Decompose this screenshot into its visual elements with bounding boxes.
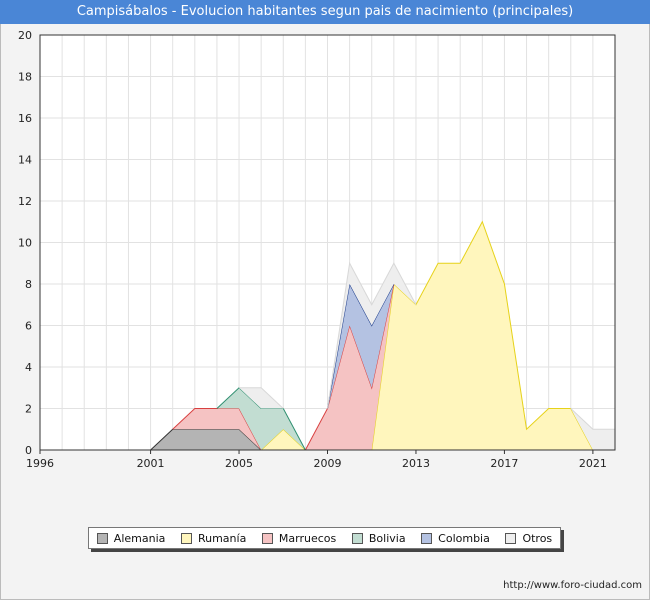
x-tick-label: 2013 xyxy=(402,457,430,470)
legend-swatch xyxy=(180,532,192,544)
area-rumania xyxy=(150,221,615,450)
legend-label: Bolivia xyxy=(368,531,406,545)
y-tick-label: 20 xyxy=(18,29,32,42)
legend-label: Alemania xyxy=(113,531,166,545)
legend: Alemania Rumanía Marruecos Bolivia Colombia O… xyxy=(88,527,561,549)
area-alemania xyxy=(150,429,615,450)
x-tick-label: 2009 xyxy=(314,457,342,470)
y-tick-label: 2 xyxy=(25,403,32,416)
legend-label: Otros xyxy=(522,531,553,545)
y-tick-label: 14 xyxy=(18,154,32,167)
y-tick-label: 6 xyxy=(25,320,32,333)
y-tick-label: 16 xyxy=(18,112,32,125)
y-tick-label: 4 xyxy=(25,361,32,374)
legend-label: Marruecos xyxy=(278,531,337,545)
legend-swatch xyxy=(96,532,108,544)
x-tick-label: 1996 xyxy=(26,457,54,470)
x-tick-label: 2017 xyxy=(490,457,518,470)
legend-swatch xyxy=(261,532,273,544)
x-tick-label: 2005 xyxy=(225,457,253,470)
legend-item-marruecos: Marruecos xyxy=(261,531,337,545)
legend-item-rumania: Rumanía xyxy=(180,531,247,545)
y-tick-label: 8 xyxy=(25,278,32,291)
chart-title: Campisábalos - Evolucion habitantes segu… xyxy=(0,0,650,24)
x-tick-label: 2021 xyxy=(579,457,607,470)
legend-swatch xyxy=(421,532,433,544)
legend-item-bolivia: Bolivia xyxy=(351,531,406,545)
legend-item-alemania: Alemania xyxy=(96,531,166,545)
legend-item-colombia: Colombia xyxy=(421,532,490,545)
legend-label: Colombia xyxy=(438,531,490,545)
legend-label: Rumanía xyxy=(197,531,247,545)
y-tick-label: 12 xyxy=(18,195,32,208)
y-tick-label: 0 xyxy=(25,444,32,457)
y-tick-label: 10 xyxy=(18,237,32,250)
area-colombia xyxy=(150,221,615,450)
legend-swatch xyxy=(505,532,517,544)
x-tick-label: 2001 xyxy=(137,457,165,470)
legend-item-otros: Otros xyxy=(505,532,552,545)
area-marruecos xyxy=(150,221,615,450)
footer-url: http://www.foro-ciudad.com xyxy=(503,580,642,591)
y-tick-label: 18 xyxy=(18,71,32,84)
legend-swatch xyxy=(351,532,363,544)
line-otros xyxy=(239,261,615,430)
